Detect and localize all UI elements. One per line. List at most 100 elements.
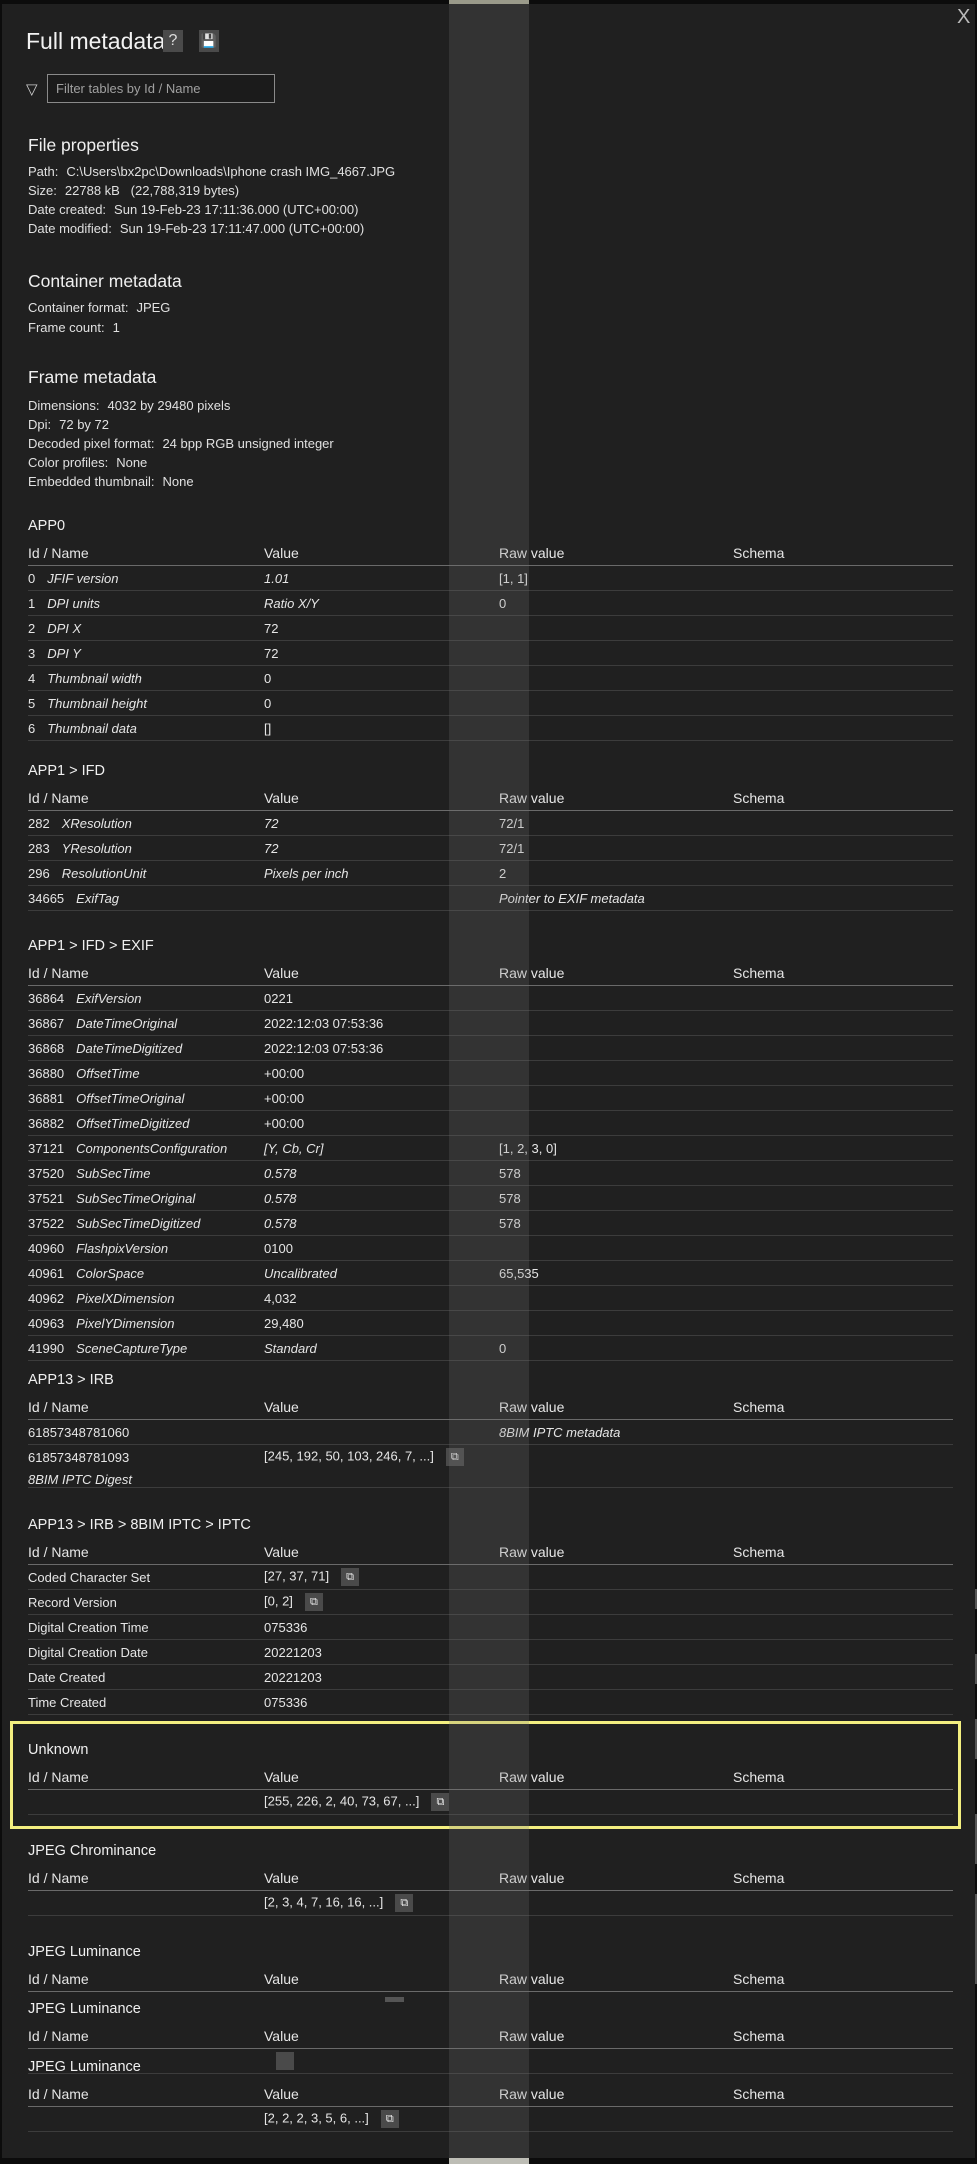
table-row[interactable]: 34665 ExifTag Pointer to EXIF metadata [28, 886, 953, 911]
id-name-cell: 36868 DateTimeDigitized [28, 1041, 182, 1056]
id-name-cell: 1 DPI units [28, 596, 100, 611]
id-name-cell: 41990 SceneCaptureType [28, 1341, 187, 1356]
table-row[interactable]: 3 DPI Y 72 [28, 641, 953, 666]
column-header: Raw value [499, 1971, 565, 1987]
row-name: Thumbnail height [47, 696, 147, 711]
scrollbar-mark[interactable] [975, 1814, 977, 1864]
row-name: DPI units [47, 596, 100, 611]
table-row[interactable]: [255, 226, 2, 40, 73, 67, ...] ⧉ [28, 1790, 953, 1815]
value-cell: 0100 [264, 1241, 293, 1256]
value-cell: 72 [264, 621, 278, 636]
table-row[interactable]: Record Version [0, 2] ⧉ [28, 1590, 953, 1615]
help-button[interactable]: ? [163, 30, 183, 52]
column-header: Schema [733, 1399, 785, 1415]
value-cell: Standard [264, 1341, 317, 1356]
row-name: PixelXDimension [76, 1291, 175, 1306]
table-row[interactable]: 36881 OffsetTimeOriginal +00:00 [28, 1086, 953, 1111]
open-external-icon[interactable]: ⧉ [304, 1593, 323, 1611]
table-row[interactable]: 37520 SubSecTime 0.578 578 [28, 1161, 953, 1186]
table-row[interactable] [28, 2049, 953, 2074]
table-row[interactable]: 36868 DateTimeDigitized 2022:12:03 07:53:3… [28, 1036, 953, 1061]
table-row[interactable]: 4 Thumbnail width 0 [28, 666, 953, 691]
row-value: 0221 [264, 991, 293, 1006]
table-row[interactable]: 40960 FlashpixVersion 0100 [28, 1236, 953, 1261]
table-row[interactable]: 61857348781060 8BIM IPTC metadata [28, 1420, 953, 1445]
close-button[interactable]: X [957, 6, 971, 28]
value-cell: 72 [264, 646, 278, 661]
table-row[interactable]: 40961 ColorSpace Uncalibrated 65,535 [28, 1261, 953, 1286]
open-external-icon[interactable]: ⧉ [395, 1894, 414, 1912]
filter-tables-input[interactable] [47, 74, 275, 103]
open-external-icon[interactable]: ⧉ [445, 1448, 464, 1466]
table-row[interactable]: 5 Thumbnail height 0 [28, 691, 953, 716]
scroll-indicator[interactable] [385, 1997, 404, 2002]
id-name-cell: 36864 ExifVersion [28, 991, 141, 1006]
property-value: 24 bpp RGB unsigned integer [162, 436, 334, 451]
scrollbar-mark[interactable] [975, 1894, 977, 1984]
column-header: Schema [733, 545, 785, 561]
table-row[interactable]: 6 Thumbnail data [] [28, 716, 953, 741]
table-row[interactable]: Digital Creation Time 075336 [28, 1615, 953, 1640]
table-header: Id / Name Value Raw value Schema [28, 2081, 953, 2107]
row-name: YResolution [61, 841, 132, 856]
table-row[interactable]: 0 JFIF version 1.01 [1, 1] [28, 566, 953, 591]
table-row[interactable]: 296 ResolutionUnit Pixels per inch 2 [28, 861, 953, 886]
property-row: Embedded thumbnail: None [28, 474, 194, 489]
scrollbar-mark[interactable] [975, 1719, 977, 1759]
id-name-cell: 282 XResolution [28, 816, 132, 831]
property-row: Container format: JPEG [28, 300, 170, 315]
table-row[interactable]: Time Created 075336 [28, 1690, 953, 1715]
table-row[interactable]: 37522 SubSecTimeDigitized 0.578 578 [28, 1211, 953, 1236]
column-header: Schema [733, 790, 785, 806]
row-id: 36867 [28, 1016, 65, 1031]
save-icon[interactable]: 💾 [199, 30, 219, 52]
table-row[interactable]: 36867 DateTimeOriginal 2022:12:03 07:53:36 [28, 1011, 953, 1036]
table-row[interactable]: 2 DPI X 72 [28, 616, 953, 641]
table-row[interactable]: 37521 SubSecTimeOriginal 0.578 578 [28, 1186, 953, 1211]
table-row[interactable]: 1 DPI units Ratio X/Y 0 [28, 591, 953, 616]
row-value: +00:00 [264, 1091, 305, 1106]
filter-icon: ▽ [26, 81, 38, 98]
id-name-cell: 36882 OffsetTimeDigitized [28, 1116, 189, 1131]
table-header: Id / Name Value Raw value Schema [28, 2023, 953, 2049]
table-row[interactable]: 41990 SceneCaptureType Standard 0 [28, 1336, 953, 1361]
table-row[interactable]: 283 YResolution 72 72/1 [28, 836, 953, 861]
open-external-icon[interactable]: ⧉ [431, 1793, 450, 1811]
value-cell: 72 [264, 841, 278, 856]
table-row[interactable]: Coded Character Set [27, 37, 71] ⧉ [28, 1565, 953, 1590]
table-row[interactable]: Digital Creation Date 20221203 [28, 1640, 953, 1665]
table-row[interactable]: [2, 3, 4, 7, 16, 16, ...] ⧉ [28, 1891, 953, 1916]
id-name-cell: Digital Creation Date [28, 1645, 148, 1660]
row-name: DPI X [47, 621, 82, 636]
table-row[interactable]: 61857348781093 8BIM IPTC Digest [245, 192,… [28, 1445, 953, 1488]
property-row: Path: C:\Users\bx2pc\Downloads\Iphone cra… [28, 164, 395, 179]
metadata-table: APP13 > IRB > 8BIM IPTC > IPTC Id / Name V… [28, 1517, 953, 1715]
open-external-icon[interactable]: ⧉ [380, 2110, 399, 2128]
property-value: Sun 19-Feb-23 17:11:47.000 (UTC+00:00) [119, 221, 365, 236]
table-row[interactable]: 37121 ComponentsConfiguration [Y, Cb, Cr] [… [28, 1136, 953, 1161]
table-row[interactable]: Date Created 20221203 [28, 1665, 953, 1690]
table-row[interactable]: 36882 OffsetTimeDigitized +00:00 [28, 1111, 953, 1136]
open-external-icon[interactable] [276, 2052, 294, 2070]
table-title: JPEG Chrominance [28, 1843, 157, 1859]
property-key: Embedded thumbnail: [28, 474, 155, 489]
column-header: Id / Name [28, 545, 89, 561]
scrollbar-mark[interactable] [975, 1654, 977, 1684]
row-name: DateTimeOriginal [76, 1016, 178, 1031]
column-header: Raw value [499, 2028, 565, 2044]
table-row[interactable]: 282 XResolution 72 72/1 [28, 811, 953, 836]
scrollbar-mark[interactable] [975, 1589, 977, 1609]
value-cell: 0 [264, 671, 271, 686]
table-row[interactable]: [2, 2, 2, 3, 5, 6, ...] ⧉ [28, 2107, 953, 2132]
value-cell: 29,480 [264, 1316, 304, 1331]
column-header: Id / Name [28, 1769, 89, 1785]
property-key: Path: [28, 164, 59, 179]
table-row[interactable]: 36864 ExifVersion 0221 [28, 986, 953, 1011]
table-row[interactable]: 40963 PixelYDimension 29,480 [28, 1311, 953, 1336]
column-header: Schema [733, 2028, 785, 2044]
column-header: Id / Name [28, 1870, 89, 1886]
table-row[interactable]: 36880 OffsetTime +00:00 [28, 1061, 953, 1086]
open-external-icon[interactable]: ⧉ [341, 1568, 360, 1586]
table-row[interactable]: 40962 PixelXDimension 4,032 [28, 1286, 953, 1311]
value-cell: [255, 226, 2, 40, 73, 67, ...] ⧉ [264, 1793, 450, 1811]
